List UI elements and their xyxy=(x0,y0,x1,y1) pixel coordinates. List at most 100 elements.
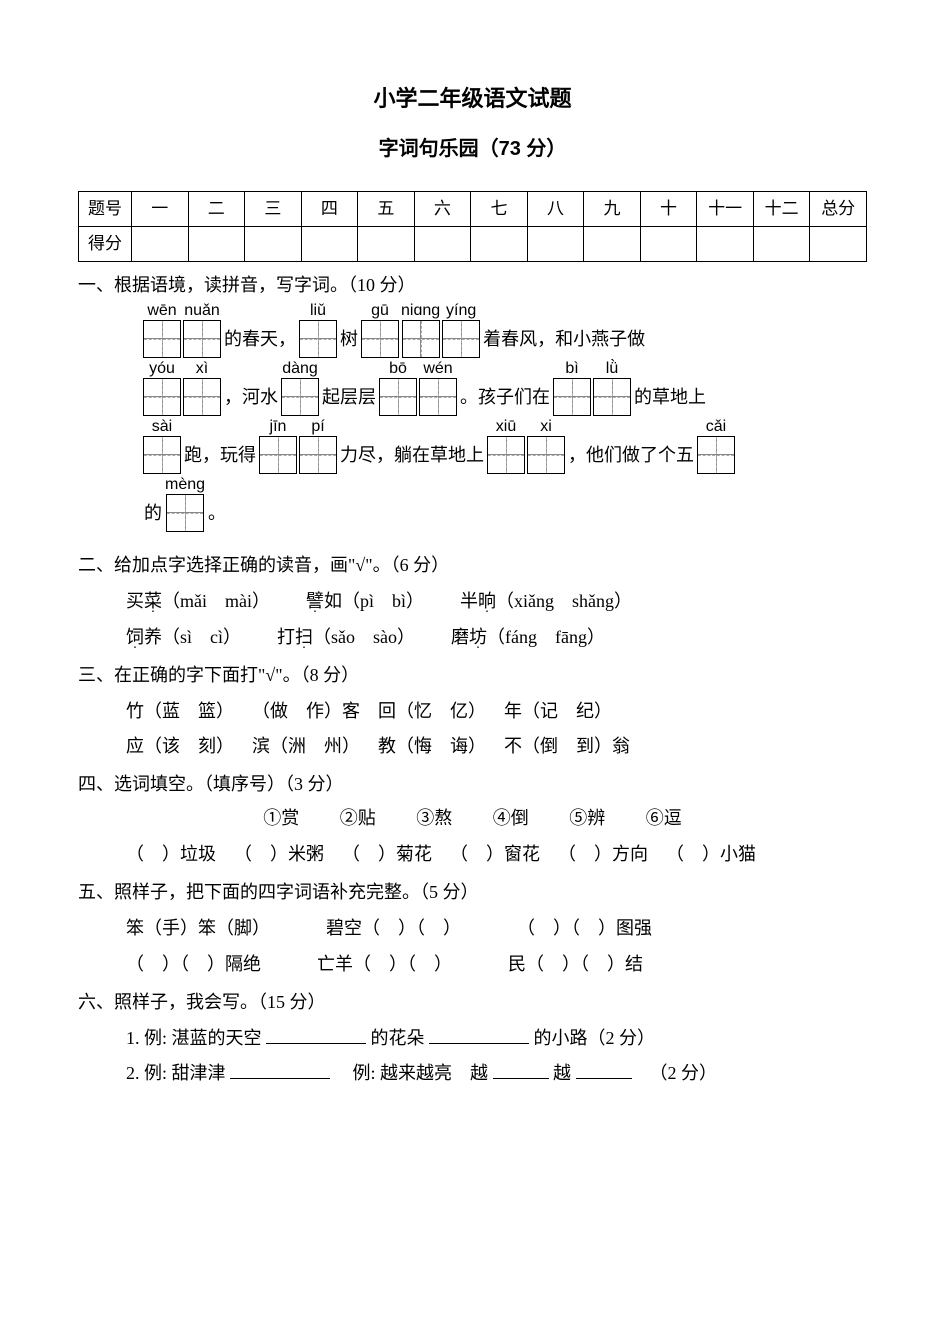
q3-item[interactable]: 教（悔 诲） xyxy=(378,733,486,761)
q2-item[interactable]: 磨坊（fáng fāng） xyxy=(451,624,605,652)
score-cell[interactable] xyxy=(245,227,302,262)
q2-item[interactable]: 半晌（xiǎng shǎng） xyxy=(460,588,632,616)
q5-row-2: （ ）（ ）隔绝 亡羊（ ）（ ） 民（ ）（ ）结 xyxy=(78,951,867,979)
q1-pinyin-cell: jīn xyxy=(259,418,297,474)
hanzi-box[interactable] xyxy=(553,378,591,416)
pinyin-label: xi xyxy=(540,418,552,436)
q1-body: wēnnuǎn的春天，liǔ树gūniɑngyíng着春风，和小燕子做yóuxì… xyxy=(78,302,867,532)
q3-item[interactable]: 竹（蓝 篮） xyxy=(126,698,234,726)
q1-text: 的草地上 xyxy=(632,378,708,416)
hanzi-box[interactable] xyxy=(143,436,181,474)
hanzi-box[interactable] xyxy=(527,436,565,474)
page-subtitle: 字词句乐园（73 分） xyxy=(78,134,867,165)
score-cell[interactable] xyxy=(358,227,415,262)
hanzi-box[interactable] xyxy=(166,494,204,532)
hanzi-box[interactable] xyxy=(442,320,480,358)
fill-blank[interactable] xyxy=(230,1060,330,1079)
q1-pinyin-cell: gū xyxy=(361,302,399,358)
q3-item[interactable]: 年（记 纪） xyxy=(504,698,612,726)
col-1: 一 xyxy=(132,192,189,227)
score-cell[interactable] xyxy=(471,227,528,262)
hanzi-box[interactable] xyxy=(281,378,319,416)
col-total: 总分 xyxy=(810,192,867,227)
hanzi-box[interactable] xyxy=(379,378,417,416)
q4-blank[interactable]: （ ）小猫 xyxy=(666,841,756,869)
q5-row-1: 笨（手）笨（脚） 碧空（ ）（ ） （ ）（ ）图强 xyxy=(78,915,867,943)
score-cell[interactable] xyxy=(697,227,754,262)
q2-item[interactable]: 譬如（pì bì） xyxy=(306,588,424,616)
score-cell[interactable] xyxy=(527,227,584,262)
score-cell[interactable] xyxy=(414,227,471,262)
question-5: 五、照样子，把下面的四字词语补充完整。（5 分） 笨（手）笨（脚） 碧空（ ）（… xyxy=(78,879,867,979)
q4-option: ③熬 xyxy=(416,805,452,833)
q2-item[interactable]: 买菜（mǎi mài） xyxy=(126,588,270,616)
pinyin-label: mèng xyxy=(165,476,205,494)
question-3: 三、在正确的字下面打"√"。（8 分） 竹（蓝 篮） （做 作）客 回（忆 亿）… xyxy=(78,662,867,762)
q4-blank[interactable]: （ ）方向 xyxy=(558,841,648,869)
q4-blank[interactable]: （ ）菊花 xyxy=(342,841,432,869)
q6-item2-c: 越 xyxy=(553,1063,571,1083)
hanzi-box-group xyxy=(697,436,735,474)
q4-blank[interactable]: （ ）窗花 xyxy=(450,841,540,869)
q3-item[interactable]: （做 作）客 xyxy=(252,698,360,726)
hanzi-box[interactable] xyxy=(299,320,337,358)
score-cell[interactable] xyxy=(753,227,810,262)
score-cell[interactable] xyxy=(188,227,245,262)
pinyin-label: nuǎn xyxy=(184,302,220,320)
q5-item[interactable]: 笨（手）笨（脚） xyxy=(126,915,270,943)
q5-item[interactable]: 民（ ）（ ）结 xyxy=(508,951,643,979)
q2-item[interactable]: 饲养（sì cì） xyxy=(126,624,241,652)
hanzi-box[interactable] xyxy=(361,320,399,358)
hanzi-box[interactable] xyxy=(487,436,525,474)
q1-pinyin-cell: dàng xyxy=(281,360,319,416)
q1-text: 的春天， xyxy=(222,320,298,358)
q1-text: 跑，玩得 xyxy=(182,436,258,474)
q4-blank[interactable]: （ ）垃圾 xyxy=(126,841,216,869)
pinyin-label: xiū xyxy=(496,418,516,436)
score-cell[interactable] xyxy=(810,227,867,262)
q6-item1-mid: 的花朵 xyxy=(371,1028,425,1048)
q5-item[interactable]: （ ）（ ）图强 xyxy=(517,915,652,943)
score-table-score-row: 得分 xyxy=(79,227,867,262)
q5-item[interactable]: 碧空（ ）（ ） xyxy=(326,915,461,943)
fill-blank[interactable] xyxy=(429,1025,529,1044)
q1-text: 。孩子们在 xyxy=(458,378,552,416)
hanzi-box[interactable] xyxy=(143,378,181,416)
q5-item[interactable]: 亡羊（ ）（ ） xyxy=(317,951,452,979)
col-11: 十一 xyxy=(697,192,754,227)
hanzi-box[interactable] xyxy=(259,436,297,474)
q4-option: ⑤辨 xyxy=(569,805,605,833)
col-2: 二 xyxy=(188,192,245,227)
q4-blank[interactable]: （ ）米粥 xyxy=(234,841,324,869)
hanzi-box[interactable] xyxy=(419,378,457,416)
fill-blank[interactable] xyxy=(266,1025,366,1044)
score-cell[interactable] xyxy=(301,227,358,262)
hanzi-box[interactable] xyxy=(143,320,181,358)
hanzi-box[interactable] xyxy=(697,436,735,474)
q3-item[interactable]: 滨（洲 州） xyxy=(252,733,360,761)
hanzi-box-group xyxy=(143,436,181,474)
worksheet-page: 小学二年级语文试题 字词句乐园（73 分） 题号 一 二 三 四 五 六 七 八… xyxy=(0,0,945,1337)
fill-blank[interactable] xyxy=(493,1060,549,1079)
score-cell[interactable] xyxy=(584,227,641,262)
hanzi-box[interactable] xyxy=(299,436,337,474)
q3-item[interactable]: 不（倒 到）翁 xyxy=(504,733,630,761)
score-table-header-row: 题号 一 二 三 四 五 六 七 八 九 十 十一 十二 总分 xyxy=(79,192,867,227)
score-cell[interactable] xyxy=(640,227,697,262)
q3-item[interactable]: 回（忆 亿） xyxy=(378,698,486,726)
hanzi-box[interactable] xyxy=(183,320,221,358)
q2-item[interactable]: 打扫（sǎo sào） xyxy=(277,624,415,652)
score-cell[interactable] xyxy=(132,227,189,262)
q3-row-2: 应（该 刻） 滨（洲 州） 教（悔 诲） 不（倒 到）翁 xyxy=(78,733,867,761)
q3-item[interactable]: 应（该 刻） xyxy=(126,733,234,761)
hanzi-box[interactable] xyxy=(593,378,631,416)
hanzi-box-group xyxy=(299,320,337,358)
hanzi-box[interactable] xyxy=(402,320,440,358)
fill-blank[interactable] xyxy=(576,1060,632,1079)
pinyin-label: niɑng xyxy=(401,302,440,320)
q5-item[interactable]: （ ）（ ）隔绝 xyxy=(126,951,261,979)
hanzi-box[interactable] xyxy=(183,378,221,416)
q6-item2-a: 2. 例: 甜津津 xyxy=(126,1063,226,1083)
hanzi-box-group xyxy=(143,320,181,358)
q1-pinyin-cell: cǎi xyxy=(697,418,735,474)
